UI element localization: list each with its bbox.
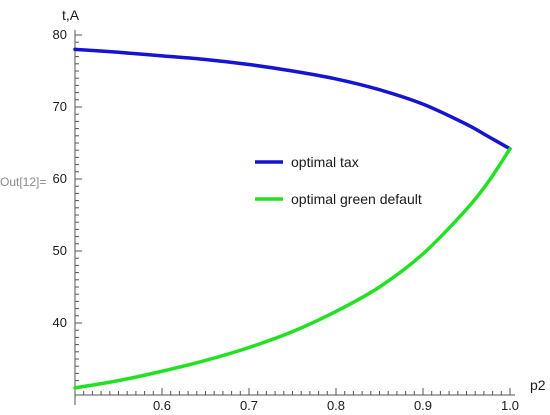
legend-label: optimal green default — [291, 191, 422, 207]
x-tick-label: 1.0 — [501, 398, 519, 413]
x-tick-label: 0.7 — [240, 398, 258, 413]
y-axis-title: t,A — [62, 7, 80, 23]
output-cell-label: Out[12]= — [0, 175, 46, 189]
x-axis-title: p2 — [530, 377, 546, 393]
y-tick-label: 60 — [53, 171, 67, 186]
legend-label: optimal tax — [291, 154, 359, 170]
series-line-optimal-green-default — [73, 147, 512, 390]
y-tick-label: 40 — [53, 315, 67, 330]
x-tick-label: 0.6 — [153, 398, 171, 413]
series-line-optimal-tax — [73, 47, 512, 151]
x-tick-label: 0.8 — [327, 398, 345, 413]
x-tick-label: 0.9 — [414, 398, 432, 413]
y-tick-label: 70 — [53, 99, 67, 114]
legend: optimal tax optimal green default — [255, 154, 422, 207]
y-tick-label: 80 — [53, 27, 67, 42]
y-tick-label: 50 — [53, 243, 67, 258]
